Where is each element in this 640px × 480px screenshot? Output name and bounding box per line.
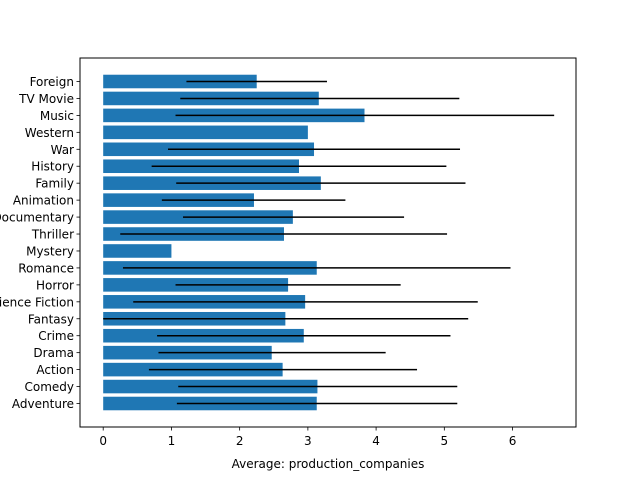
y-tick-label: Science Fiction bbox=[0, 295, 74, 309]
x-tick-label: 0 bbox=[99, 434, 107, 448]
y-tick-label: Music bbox=[40, 109, 74, 123]
x-axis: 0 1 2 3 4 5 6 bbox=[99, 427, 516, 448]
y-tick-label: Horror bbox=[36, 278, 74, 292]
y-tick-label: Animation bbox=[13, 194, 74, 208]
y-tick-label: Crime bbox=[38, 329, 74, 343]
x-tick-label: 5 bbox=[441, 434, 449, 448]
y-tick-label: Thriller bbox=[31, 228, 74, 242]
y-tick-label: Action bbox=[36, 363, 74, 377]
y-axis: Adventure Comedy Action Drama Crime Fantasy Sc… bbox=[0, 75, 80, 411]
y-tick-label: TV Movie bbox=[18, 92, 74, 106]
y-tick-label: History bbox=[31, 160, 74, 174]
error-bars-layer bbox=[103, 80, 555, 405]
y-tick-label: Mystery bbox=[26, 244, 74, 258]
y-tick-label: Adventure bbox=[12, 397, 74, 411]
y-tick-label: Western bbox=[25, 126, 74, 140]
bar bbox=[103, 125, 308, 140]
y-tick-label: Family bbox=[35, 177, 74, 191]
y-tick-label: War bbox=[51, 143, 74, 157]
x-axis-label: Average: production_companies bbox=[232, 457, 425, 471]
y-tick-label: Comedy bbox=[24, 380, 74, 394]
x-tick-label: 6 bbox=[509, 434, 517, 448]
y-tick-label: Romance bbox=[18, 261, 74, 275]
bars-layer bbox=[103, 74, 365, 411]
bar bbox=[103, 244, 172, 258]
x-tick-label: 2 bbox=[236, 434, 244, 448]
y-tick-label: Foreign bbox=[30, 75, 74, 89]
y-tick-label: Fantasy bbox=[28, 312, 74, 326]
plot-area-frame bbox=[79, 57, 577, 428]
y-tick-label: Documentary bbox=[0, 211, 74, 225]
x-tick-label: 3 bbox=[304, 434, 312, 448]
x-tick-label: 1 bbox=[168, 434, 176, 448]
bar bbox=[103, 74, 257, 89]
y-tick-label: Drama bbox=[33, 346, 74, 360]
x-tick-label: 4 bbox=[372, 434, 380, 448]
